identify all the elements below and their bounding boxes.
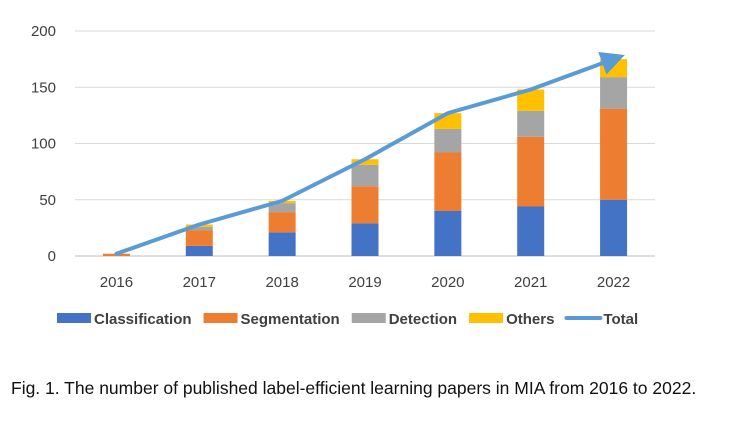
y-tick-label: 150 [31,79,56,96]
x-tick-label: 2019 [348,274,381,291]
legend-label: Others [506,311,554,328]
bar-others-2021 [517,89,545,111]
bar-detection-2022 [600,77,628,109]
bar-segmentation-2018 [268,212,296,233]
legend-swatch [351,313,386,323]
legend-label: Classification [94,311,192,328]
bar-others-2020 [434,113,462,129]
legend-swatch [57,313,91,323]
bar-segmentation-2020 [434,152,462,211]
bar-detection-2020 [434,128,462,153]
stacked-bar-chart: 0 50 100 150 200 2016 2017 2018 2019 2020 2021 202… [31,23,655,328]
y-tick-label: 50 [39,192,56,209]
bar-classification-2021 [517,206,545,256]
total-line [114,51,625,256]
bar-segmentation-2022 [600,108,628,200]
legend-item-segmentation: Segmentation [203,311,340,328]
legend-label: Detection [389,311,457,328]
bar-classification-2020 [434,211,462,256]
figure-caption: Fig. 1. The number of published label-ef… [11,378,697,398]
total-series-line [114,51,625,256]
bar-detection-2017 [185,226,213,231]
x-tick-label: 2022 [597,274,630,291]
legend-label: Segmentation [241,311,340,328]
x-tick-label: 2017 [183,274,216,291]
legend-item-detection: Detection [351,311,457,328]
y-tick-label: 0 [48,248,56,265]
bar-classification-2017 [185,245,213,256]
bar-others-2019 [351,159,379,165]
bar-detection-2021 [517,110,545,137]
legend-item-total: Total [564,311,638,328]
legend-label: Total [603,311,638,328]
x-axis-ticks: 2016 2017 2018 2019 2020 2021 2022 [100,274,631,291]
bar-classification-2019 [351,223,379,256]
bar-segmentation-2019 [351,186,379,224]
legend-swatch [203,313,238,323]
bar-segmentation-2021 [517,136,545,207]
x-tick-label: 2016 [100,274,133,291]
y-tick-label: 200 [31,23,56,40]
legend: Classification Segmentation Detection Other… [57,311,638,328]
legend-item-classification: Classification [57,311,192,328]
bar-classification-2018 [268,232,296,256]
bar-detection-2018 [268,203,296,213]
x-tick-label: 2021 [514,274,547,291]
gridlines [75,30,655,257]
legend-item-others: Others [469,311,554,328]
x-tick-label: 2020 [431,274,464,291]
y-tick-label: 100 [31,136,56,153]
bar-classification-2022 [600,199,628,256]
bar-detection-2019 [351,164,379,187]
bar-segmentation-2017 [185,230,213,246]
y-axis-ticks: 0 50 100 150 200 [31,23,56,265]
x-tick-label: 2018 [265,274,298,291]
legend-swatch [469,313,504,323]
